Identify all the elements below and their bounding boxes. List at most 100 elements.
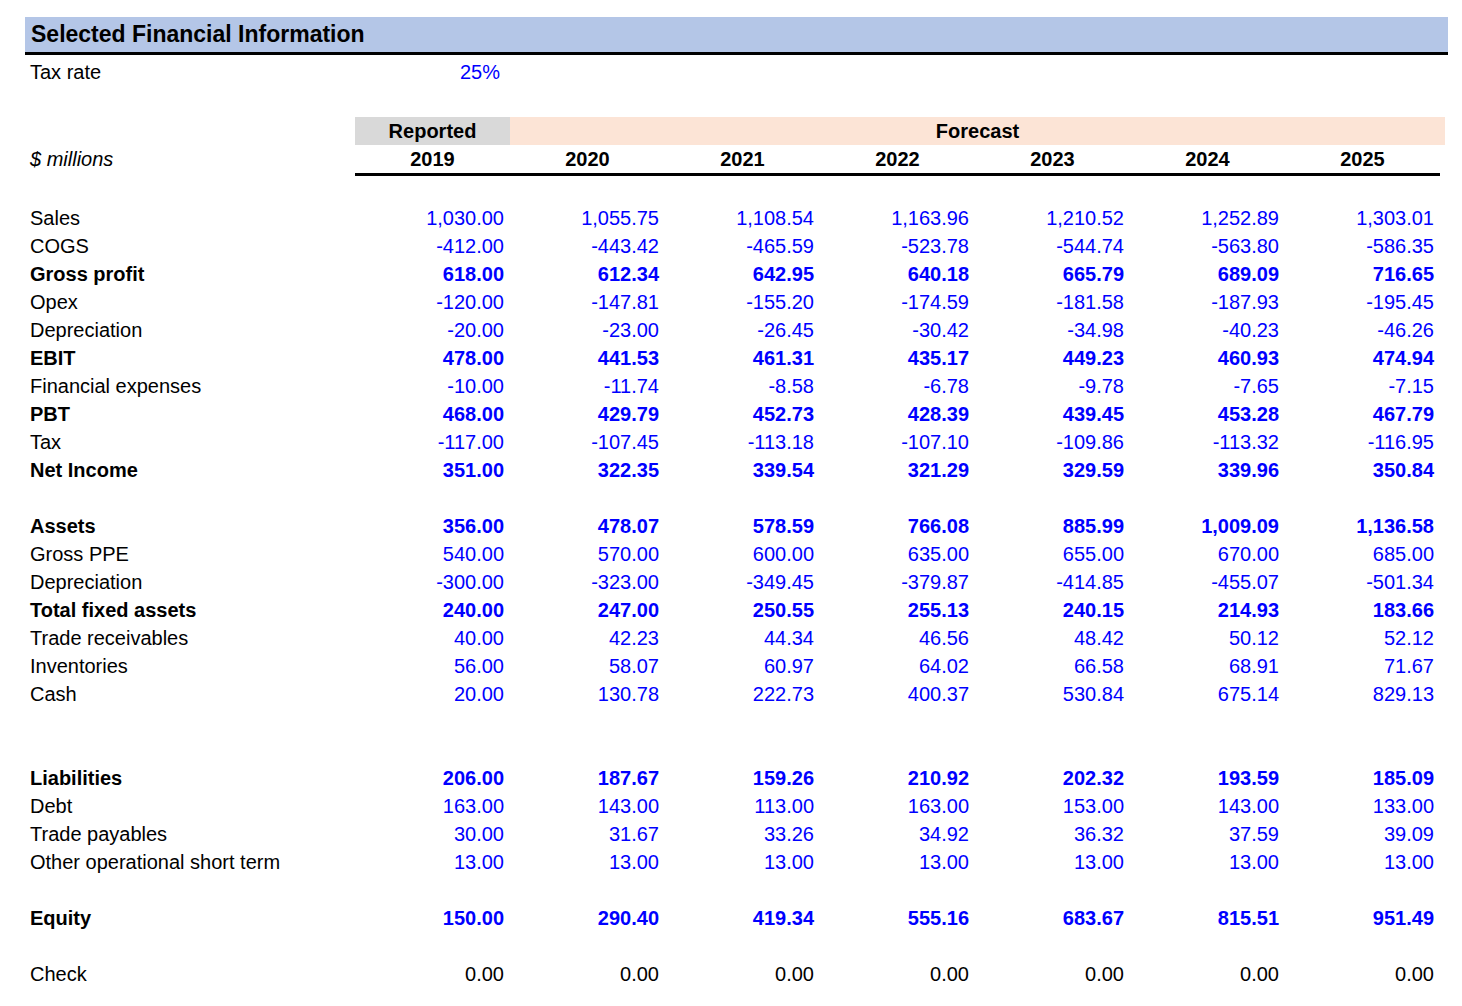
- value-cell[interactable]: 339.96: [1130, 456, 1285, 484]
- value-cell[interactable]: -107.10: [820, 428, 975, 456]
- value-cell[interactable]: 42.23: [510, 624, 665, 652]
- value-cell[interactable]: 222.73: [665, 680, 820, 708]
- value-cell[interactable]: 449.23: [975, 344, 1130, 372]
- value-cell[interactable]: 185.09: [1285, 764, 1440, 792]
- value-cell[interactable]: -26.45: [665, 316, 820, 344]
- value-cell[interactable]: -46.26: [1285, 316, 1440, 344]
- value-cell[interactable]: 71.67: [1285, 652, 1440, 680]
- value-cell[interactable]: 474.94: [1285, 344, 1440, 372]
- value-cell[interactable]: -120.00: [355, 288, 510, 316]
- value-cell[interactable]: 356.00: [355, 512, 510, 540]
- value-cell[interactable]: -7.15: [1285, 372, 1440, 400]
- value-cell[interactable]: 339.54: [665, 456, 820, 484]
- value-cell[interactable]: -6.78: [820, 372, 975, 400]
- value-cell[interactable]: -117.00: [355, 428, 510, 456]
- value-cell[interactable]: -23.00: [510, 316, 665, 344]
- value-cell[interactable]: -544.74: [975, 232, 1130, 260]
- value-cell[interactable]: 815.51: [1130, 904, 1285, 932]
- value-cell[interactable]: 56.00: [355, 652, 510, 680]
- value-cell[interactable]: 675.14: [1130, 680, 1285, 708]
- value-cell[interactable]: 0.00: [510, 960, 665, 988]
- value-cell[interactable]: 44.34: [665, 624, 820, 652]
- tax-rate-value[interactable]: 25%: [355, 58, 500, 86]
- value-cell[interactable]: -465.59: [665, 232, 820, 260]
- value-cell[interactable]: -195.45: [1285, 288, 1440, 316]
- value-cell[interactable]: 240.15: [975, 596, 1130, 624]
- value-cell[interactable]: 461.31: [665, 344, 820, 372]
- value-cell[interactable]: -7.65: [1130, 372, 1285, 400]
- value-cell[interactable]: 612.34: [510, 260, 665, 288]
- value-cell[interactable]: -349.45: [665, 568, 820, 596]
- value-cell[interactable]: 1,030.00: [355, 204, 510, 232]
- value-cell[interactable]: 39.09: [1285, 820, 1440, 848]
- value-cell[interactable]: -113.32: [1130, 428, 1285, 456]
- value-cell[interactable]: 570.00: [510, 540, 665, 568]
- value-cell[interactable]: -20.00: [355, 316, 510, 344]
- value-cell[interactable]: 46.56: [820, 624, 975, 652]
- value-cell[interactable]: 150.00: [355, 904, 510, 932]
- value-cell[interactable]: 655.00: [975, 540, 1130, 568]
- value-cell[interactable]: 58.07: [510, 652, 665, 680]
- value-cell[interactable]: 555.16: [820, 904, 975, 932]
- value-cell[interactable]: 33.26: [665, 820, 820, 848]
- value-cell[interactable]: 478.07: [510, 512, 665, 540]
- value-cell[interactable]: 13.00: [355, 848, 510, 876]
- value-cell[interactable]: 419.34: [665, 904, 820, 932]
- value-cell[interactable]: 143.00: [510, 792, 665, 820]
- value-cell[interactable]: 635.00: [820, 540, 975, 568]
- value-cell[interactable]: 453.28: [1130, 400, 1285, 428]
- value-cell[interactable]: 885.99: [975, 512, 1130, 540]
- value-cell[interactable]: 716.65: [1285, 260, 1440, 288]
- value-cell[interactable]: 1,210.52: [975, 204, 1130, 232]
- value-cell[interactable]: 13.00: [1130, 848, 1285, 876]
- value-cell[interactable]: 13.00: [665, 848, 820, 876]
- value-cell[interactable]: 37.59: [1130, 820, 1285, 848]
- value-cell[interactable]: 439.45: [975, 400, 1130, 428]
- value-cell[interactable]: 193.59: [1130, 764, 1285, 792]
- value-cell[interactable]: 0.00: [820, 960, 975, 988]
- value-cell[interactable]: 428.39: [820, 400, 975, 428]
- value-cell[interactable]: 321.29: [820, 456, 975, 484]
- value-cell[interactable]: -34.98: [975, 316, 1130, 344]
- value-cell[interactable]: -10.00: [355, 372, 510, 400]
- value-cell[interactable]: 460.93: [1130, 344, 1285, 372]
- value-cell[interactable]: 670.00: [1130, 540, 1285, 568]
- value-cell[interactable]: -116.95: [1285, 428, 1440, 456]
- value-cell[interactable]: 468.00: [355, 400, 510, 428]
- value-cell[interactable]: -9.78: [975, 372, 1130, 400]
- value-cell[interactable]: 30.00: [355, 820, 510, 848]
- value-cell[interactable]: 1,055.75: [510, 204, 665, 232]
- value-cell[interactable]: 210.92: [820, 764, 975, 792]
- value-cell[interactable]: 683.67: [975, 904, 1130, 932]
- value-cell[interactable]: 60.97: [665, 652, 820, 680]
- value-cell[interactable]: 48.42: [975, 624, 1130, 652]
- value-cell[interactable]: 322.35: [510, 456, 665, 484]
- value-cell[interactable]: -187.93: [1130, 288, 1285, 316]
- value-cell[interactable]: 13.00: [510, 848, 665, 876]
- value-cell[interactable]: 435.17: [820, 344, 975, 372]
- value-cell[interactable]: 329.59: [975, 456, 1130, 484]
- value-cell[interactable]: 642.95: [665, 260, 820, 288]
- value-cell[interactable]: 143.00: [1130, 792, 1285, 820]
- value-cell[interactable]: 34.92: [820, 820, 975, 848]
- value-cell[interactable]: 64.02: [820, 652, 975, 680]
- value-cell[interactable]: -147.81: [510, 288, 665, 316]
- value-cell[interactable]: 452.73: [665, 400, 820, 428]
- value-cell[interactable]: 250.55: [665, 596, 820, 624]
- value-cell[interactable]: 52.12: [1285, 624, 1440, 652]
- value-cell[interactable]: -40.23: [1130, 316, 1285, 344]
- value-cell[interactable]: 665.79: [975, 260, 1130, 288]
- value-cell[interactable]: -455.07: [1130, 568, 1285, 596]
- value-cell[interactable]: 214.93: [1130, 596, 1285, 624]
- value-cell[interactable]: -107.45: [510, 428, 665, 456]
- value-cell[interactable]: 600.00: [665, 540, 820, 568]
- value-cell[interactable]: 467.79: [1285, 400, 1440, 428]
- value-cell[interactable]: -379.87: [820, 568, 975, 596]
- value-cell[interactable]: -443.42: [510, 232, 665, 260]
- value-cell[interactable]: 13.00: [975, 848, 1130, 876]
- value-cell[interactable]: 202.32: [975, 764, 1130, 792]
- value-cell[interactable]: 351.00: [355, 456, 510, 484]
- value-cell[interactable]: 133.00: [1285, 792, 1440, 820]
- value-cell[interactable]: 478.00: [355, 344, 510, 372]
- value-cell[interactable]: 951.49: [1285, 904, 1440, 932]
